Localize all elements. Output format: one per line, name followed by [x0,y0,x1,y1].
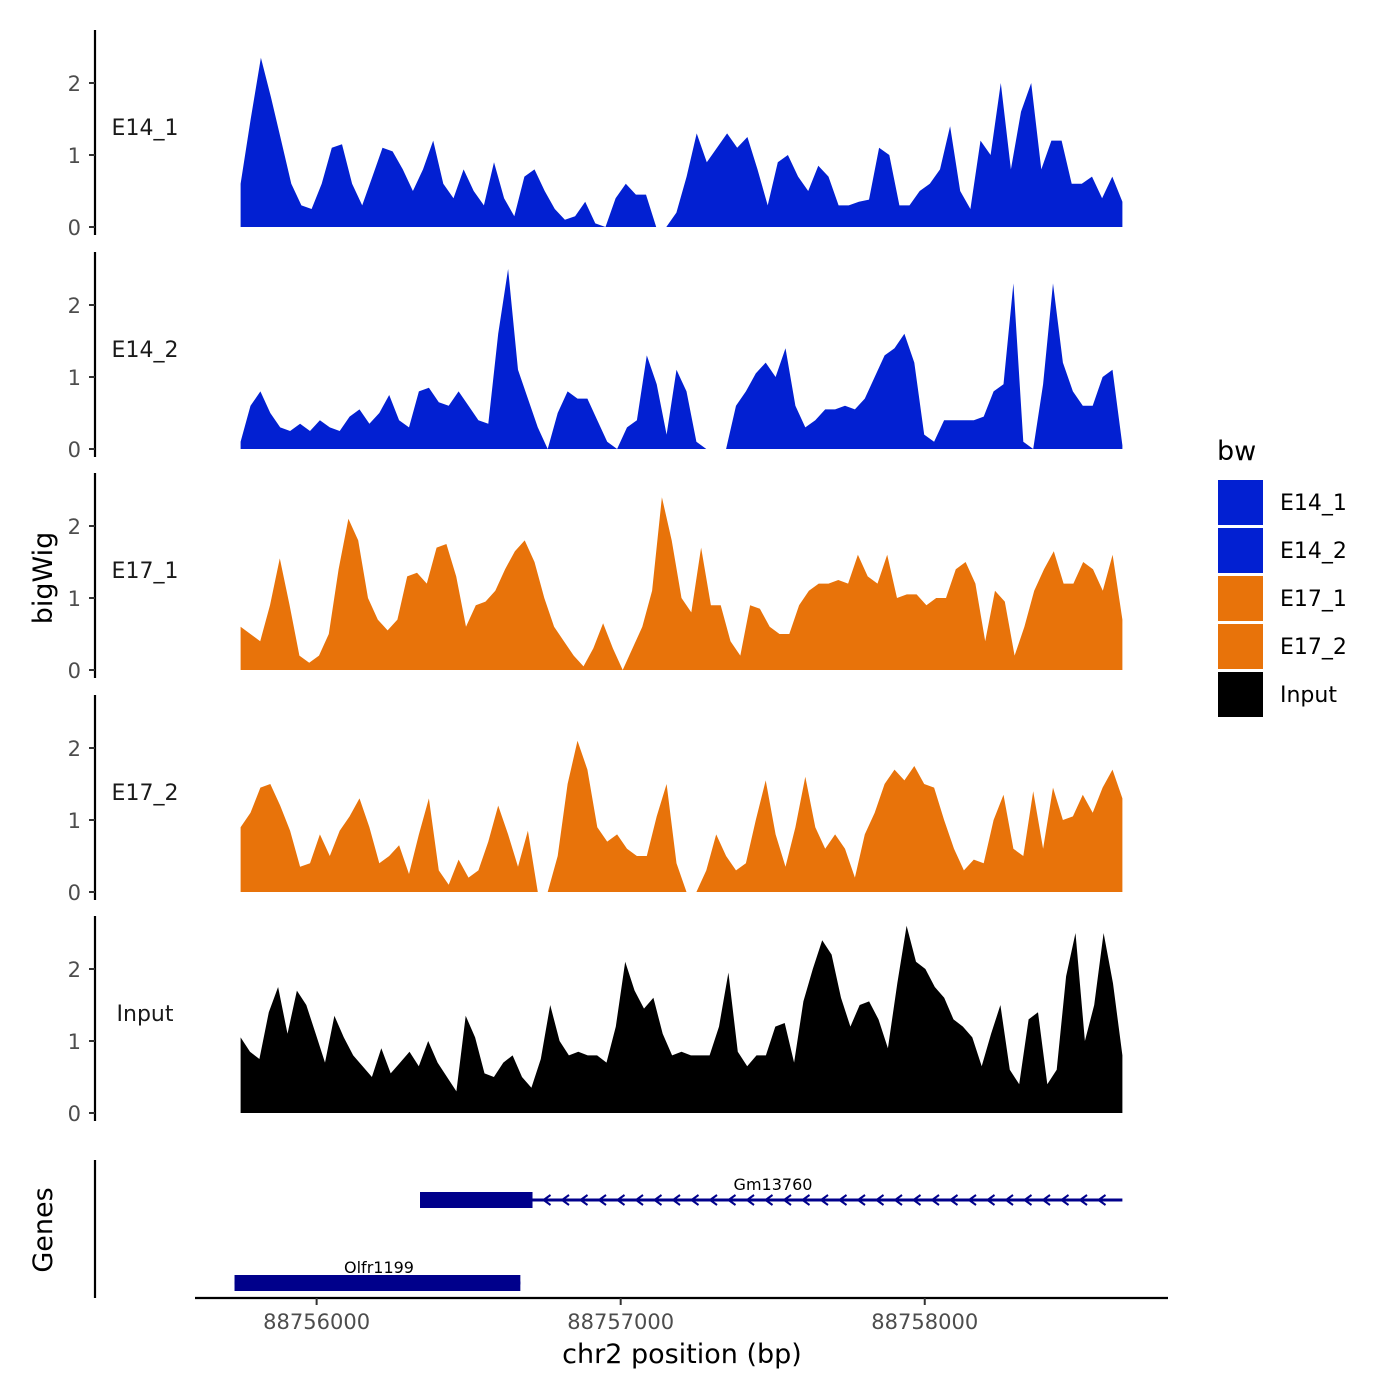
area-Input [240,925,1123,1113]
strand-chevron-icon [1041,1194,1051,1206]
area-E14_2 [240,269,1123,449]
y-tick-label: 1 [68,1030,81,1054]
track-label: E14_2 [112,338,179,363]
area-E14_1 [240,57,1123,227]
x-axis: 88756000 88757000 88758000 [195,1296,1168,1334]
y-tick-label: 2 [68,294,81,318]
track-E14_1: 0 1 2 E14_1 [68,30,1123,240]
strand-chevron-icon [578,1194,589,1206]
strand-chevron-icon [874,1194,885,1206]
area-E17_2 [240,740,1123,892]
legend: bw E14_1 E14_2 E17_1 E17_2 Input [1217,436,1347,717]
strand-chevron-icon [652,1194,663,1206]
legend-swatch-E14_1 [1218,480,1263,525]
gene-label: Olfr1199 [344,1258,414,1277]
strand-chevron-icon [800,1194,811,1206]
y-tick-label: 2 [68,515,81,539]
x-tick-label: 88757000 [567,1310,674,1334]
y-tick-label: 0 [68,1102,81,1126]
genes-track: Gm13760 Olfr1199 [93,1160,1123,1298]
legend-label: Input [1280,683,1337,708]
strand-chevron-icon [763,1194,774,1206]
x-tick-label: 88756000 [263,1310,370,1334]
strand-chevron-icon [819,1194,829,1206]
y-tick-label: 2 [68,72,81,96]
legend-title: bw [1217,436,1256,467]
legend-label: E14_1 [1280,491,1347,516]
strand-chevron-icon [1022,1194,1033,1206]
legend-label: E17_1 [1280,587,1347,612]
area-E17_1 [240,497,1123,670]
strand-chevron-icon [911,1194,922,1206]
track-label: E17_1 [112,559,179,584]
y-tick-label: 0 [68,438,81,462]
legend-swatch-E14_2 [1218,528,1263,573]
gene-exon [420,1192,533,1208]
track-label: Input [117,1002,174,1027]
y-tick-label: 1 [68,366,81,390]
y-axis-title: bigWig [28,532,59,625]
track-E14_2: 0 1 2 E14_2 [68,252,1123,462]
gene-label: Gm13760 [734,1175,813,1194]
strand-chevron-icon [560,1194,570,1206]
x-tick-label: 88758000 [871,1310,978,1334]
track-E17_2: 0 1 2 E17_2 [68,695,1123,905]
gene-Olfr1199: Olfr1199 [234,1258,521,1291]
y-tick-label: 0 [68,659,81,683]
legend-label: E17_2 [1280,635,1347,660]
y-tick-label: 1 [68,587,81,611]
strand-chevron-icon [856,1194,866,1206]
x-axis-title: chr2 position (bp) [562,1339,802,1370]
strand-chevron-icon [1096,1194,1107,1206]
gene-exon [234,1275,521,1291]
legend-swatch-E17_1 [1218,576,1263,621]
y-tick-label: 1 [68,144,81,168]
y-tick-label: 1 [68,809,81,833]
strand-chevron-icon [967,1194,977,1206]
strand-chevron-icon [634,1194,644,1206]
strand-chevron-icon [948,1194,959,1206]
track-label: E14_1 [112,116,179,141]
y-tick-label: 0 [68,881,81,905]
bigwig-tracks: 0 1 2 E14_1 0 1 2 E14_2 0 1 2 E17_1 0 1 2 E17_2 0 1 2 Input [68,30,1123,1126]
strand-chevron-icon [985,1194,996,1206]
legend-swatch-Input [1218,672,1263,717]
y-tick-label: 2 [68,737,81,761]
strand-chevron-icon [782,1194,792,1206]
strand-chevron-icon [689,1194,700,1206]
y-tick-label: 2 [68,958,81,982]
track-label: E17_2 [112,781,179,806]
legend-swatch-E17_2 [1218,624,1263,669]
strand-chevron-icon [893,1194,903,1206]
strand-chevron-icon [615,1194,626,1206]
genes-track-title: Genes [28,1187,59,1272]
track-E17_1: 0 1 2 E17_1 [68,473,1123,683]
strand-chevron-icon [541,1194,552,1206]
y-tick-label: 0 [68,216,81,240]
strand-chevron-icon [708,1194,718,1206]
track-Input: 0 1 2 Input [68,916,1123,1126]
strand-chevron-icon [671,1194,681,1206]
strand-chevron-icon [837,1194,848,1206]
strand-chevron-icon [745,1194,755,1206]
strand-chevron-icon [597,1194,607,1206]
gene-Gm13760: Gm13760 [420,1175,1123,1208]
strand-chevron-icon [930,1194,940,1206]
strand-chevron-icon [1004,1194,1014,1206]
strand-chevron-icon [726,1194,737,1206]
strand-chevron-icon [1078,1194,1088,1206]
strand-chevron-icon [1059,1194,1070,1206]
legend-label: E14_2 [1280,539,1347,564]
